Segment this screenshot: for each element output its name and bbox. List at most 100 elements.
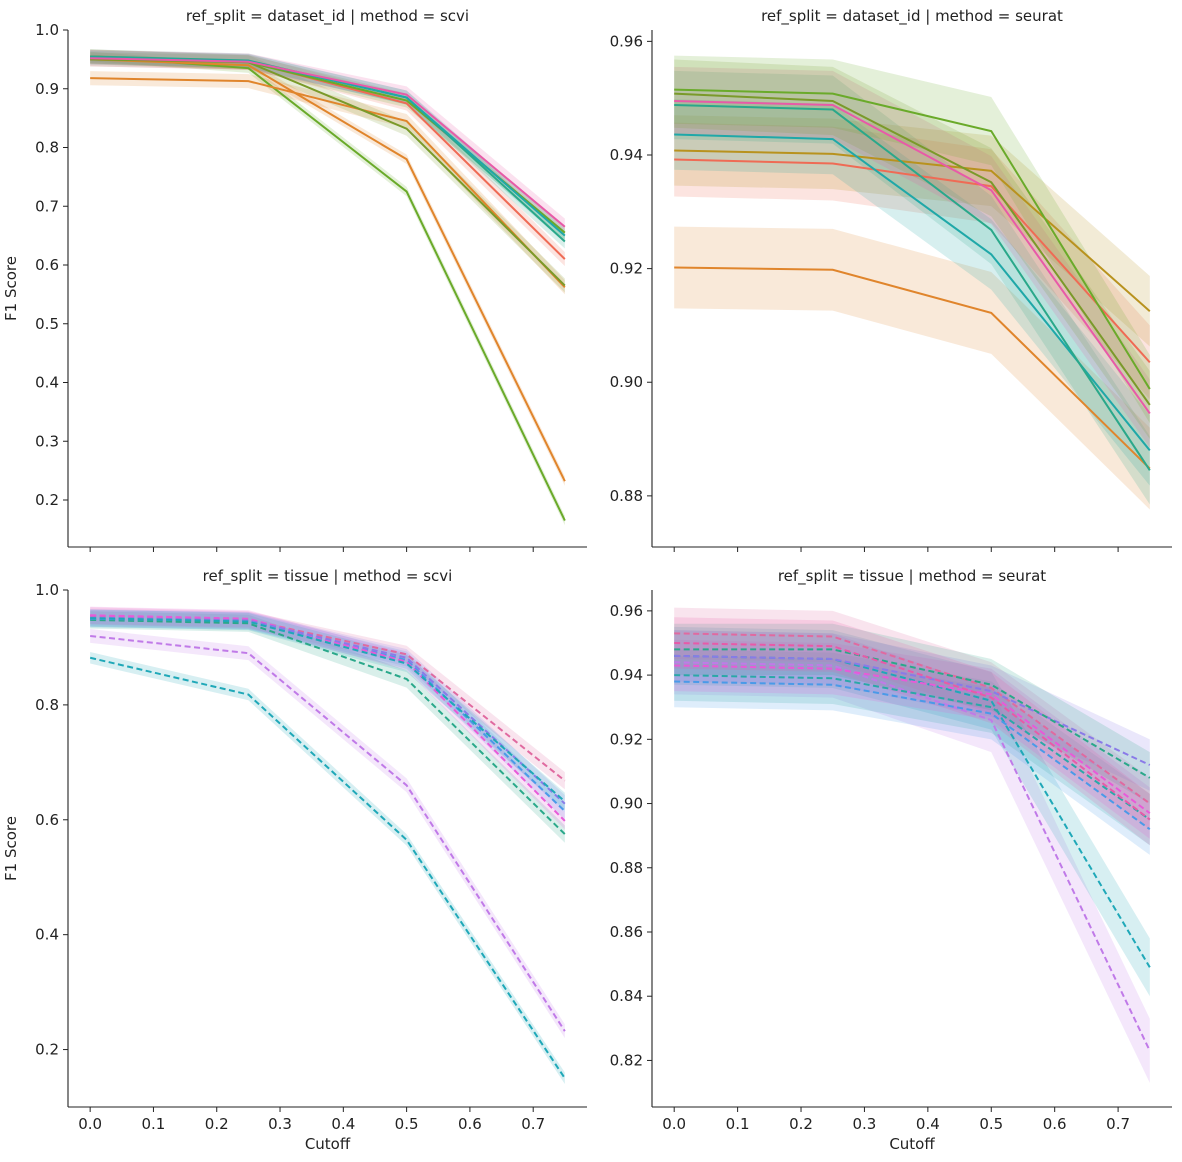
panel-title: ref_split = dataset_id | method = seurat: [761, 7, 1063, 26]
y-tick-label: 0.4: [35, 374, 59, 392]
y-tick-label: 1.0: [35, 581, 59, 599]
ci-band: [90, 608, 565, 813]
panel-tissue-seurat: ref_split = tissue | method = seurat Cut…: [610, 567, 1172, 1153]
x-tick-label: 0.0: [78, 1115, 102, 1133]
x-tick-label: 0.3: [853, 1115, 877, 1133]
y-tick-label: 0.84: [610, 987, 643, 1005]
ci-band: [674, 639, 1150, 839]
y-tick-label: 0.94: [610, 666, 643, 684]
y-tick-label: 0.2: [35, 1041, 59, 1059]
series-line: [89, 656, 566, 1079]
y-tick-label: 0.88: [610, 487, 643, 505]
series-lines: [674, 632, 1151, 1052]
panel-title: ref_split = dataset_id | method = scvi: [186, 7, 469, 26]
ci-band: [674, 115, 1150, 347]
y-axis-label: F1 Score: [2, 256, 20, 321]
x-tick-label: 0.1: [726, 1115, 750, 1133]
series-line: [674, 149, 1151, 312]
ci-band: [90, 610, 565, 820]
x-tick-label: 0.4: [331, 1115, 355, 1133]
ci-band: [90, 54, 565, 486]
panel-dataset-id-seurat: ref_split = dataset_id | method = seurat…: [610, 7, 1172, 552]
y-tick-label: 0.7: [35, 197, 59, 215]
ci-band: [90, 49, 565, 240]
y-tick-label: 0.86: [610, 923, 643, 941]
x-tick-label: 0.6: [458, 1115, 482, 1133]
y-tick-label: 0.94: [610, 146, 643, 164]
series-line: [90, 57, 566, 228]
series-line: [674, 92, 1151, 406]
x-axis-label: Cutoff: [889, 1135, 935, 1153]
x-axis-label: Cutoff: [305, 1135, 351, 1153]
series-line: [90, 77, 566, 289]
ci-band: [90, 49, 565, 249]
y-tick-label: 0.9: [35, 80, 59, 98]
ci-bands: [90, 606, 565, 1085]
y-tick-label: 0.88: [610, 859, 643, 877]
series-line: [674, 654, 1151, 766]
y-tick-label: 0.6: [35, 256, 59, 274]
panel-title: ref_split = tissue | method = seurat: [778, 567, 1046, 586]
ci-band: [90, 607, 565, 790]
ci-band: [90, 609, 565, 811]
y-tick-label: 1.0: [35, 21, 59, 39]
series-line: [674, 648, 1151, 779]
series-line: [674, 88, 1151, 390]
series-line: [674, 664, 1151, 814]
series-line: [674, 674, 1151, 821]
series-line: [674, 641, 1151, 821]
series-line: [674, 632, 1151, 805]
series-line: [90, 618, 566, 835]
x-tick-label: 0.0: [662, 1115, 686, 1133]
y-tick-label: 0.96: [610, 602, 643, 620]
x-tick-label: 0.5: [395, 1115, 419, 1133]
panel-tissue-scvi: ref_split = tissue | method = scvi F1 Sc…: [2, 567, 587, 1153]
series-lines: [674, 88, 1151, 471]
ci-band: [674, 59, 1150, 440]
series-line: [674, 266, 1151, 470]
x-tick-label: 0.2: [205, 1115, 229, 1133]
series-line: [90, 58, 566, 482]
y-tick-label: 0.82: [610, 1051, 643, 1069]
ci-bands: [90, 49, 565, 526]
y-tick-label: 0.4: [35, 926, 59, 944]
ci-band: [674, 99, 1150, 486]
ci-band: [674, 70, 1150, 505]
y-tick-label: 0.96: [610, 32, 643, 50]
series-line: [90, 614, 566, 822]
x-tick-label: 0.2: [789, 1115, 813, 1133]
y-tick-label: 0.90: [610, 373, 643, 391]
series-line: [90, 617, 566, 803]
series-lines: [89, 614, 566, 1079]
ci-band: [674, 226, 1150, 510]
series-line: [674, 133, 1151, 452]
y-tick-label: 0.90: [610, 795, 643, 813]
series-line: [674, 158, 1151, 364]
y-axis-label: F1 Score: [2, 816, 20, 881]
y-tick-label: 0.92: [610, 260, 643, 278]
series-line: [90, 634, 566, 1032]
y-tick-label: 0.8: [35, 139, 59, 157]
ci-band: [674, 607, 1150, 830]
x-tick-label: 0.1: [142, 1115, 166, 1133]
panel-title: ref_split = tissue | method = scvi: [203, 567, 453, 586]
x-tick-label: 0.4: [916, 1115, 940, 1133]
series-lines: [90, 55, 566, 521]
ci-band: [674, 655, 1150, 855]
x-tick-label: 0.7: [521, 1115, 545, 1133]
ci-band: [674, 649, 1150, 846]
ci-band: [90, 611, 565, 843]
y-tick-label: 0.6: [35, 811, 59, 829]
y-tick-label: 0.8: [35, 696, 59, 714]
ci-band: [90, 71, 565, 295]
x-tick-label: 0.6: [1043, 1115, 1067, 1133]
y-tick-label: 0.92: [610, 730, 643, 748]
x-tick-label: 0.5: [979, 1115, 1003, 1133]
series-line: [674, 100, 1151, 415]
ci-band: [90, 49, 565, 236]
ci-band: [674, 630, 1150, 791]
y-tick-label: 0.2: [35, 491, 59, 509]
series-line: [674, 680, 1151, 831]
ci-band: [90, 51, 565, 526]
